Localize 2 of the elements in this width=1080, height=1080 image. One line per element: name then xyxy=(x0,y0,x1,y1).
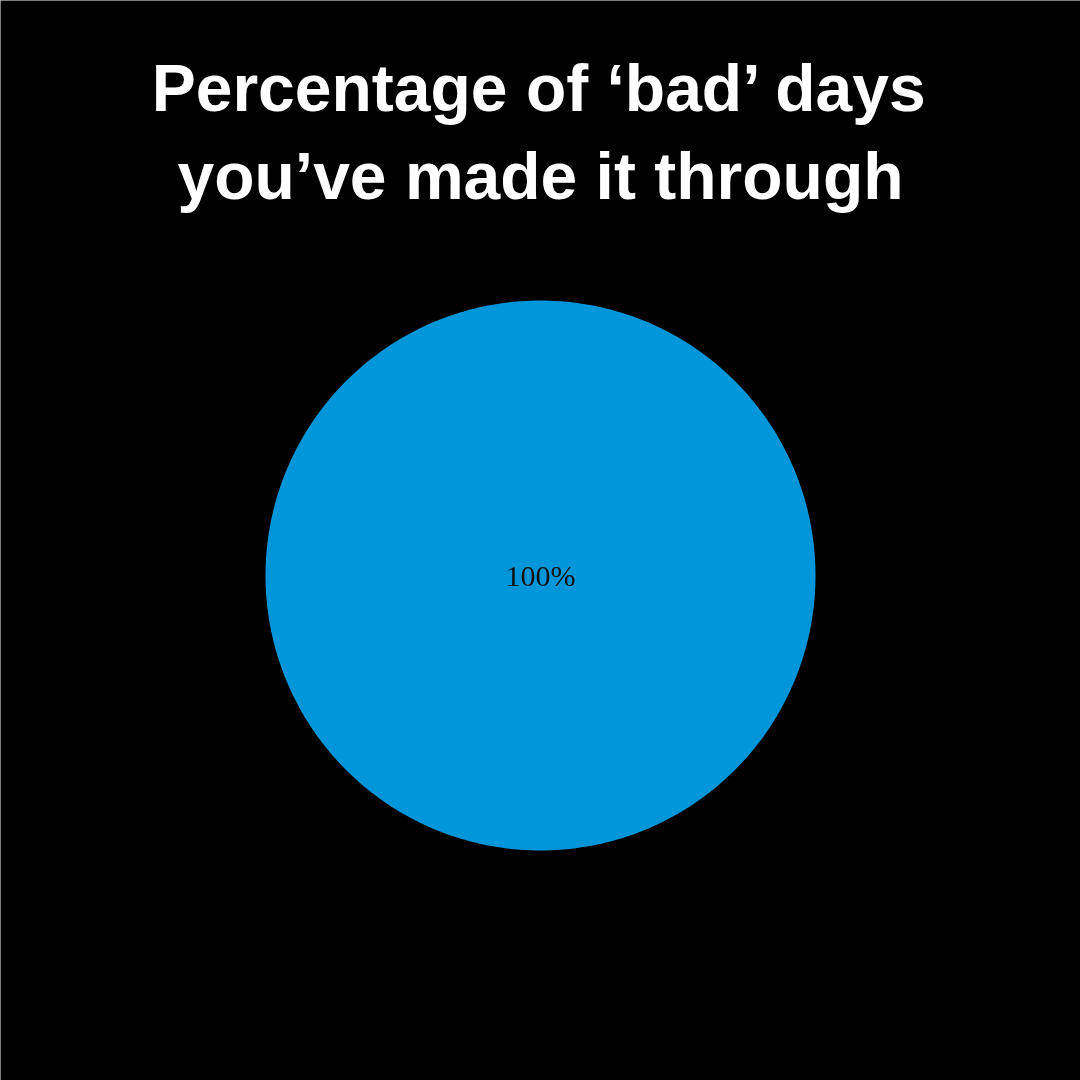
chart-title: Percentage of ‘bad’ days you’ve made it through xyxy=(151,50,926,214)
data-label: 100% xyxy=(505,559,576,592)
